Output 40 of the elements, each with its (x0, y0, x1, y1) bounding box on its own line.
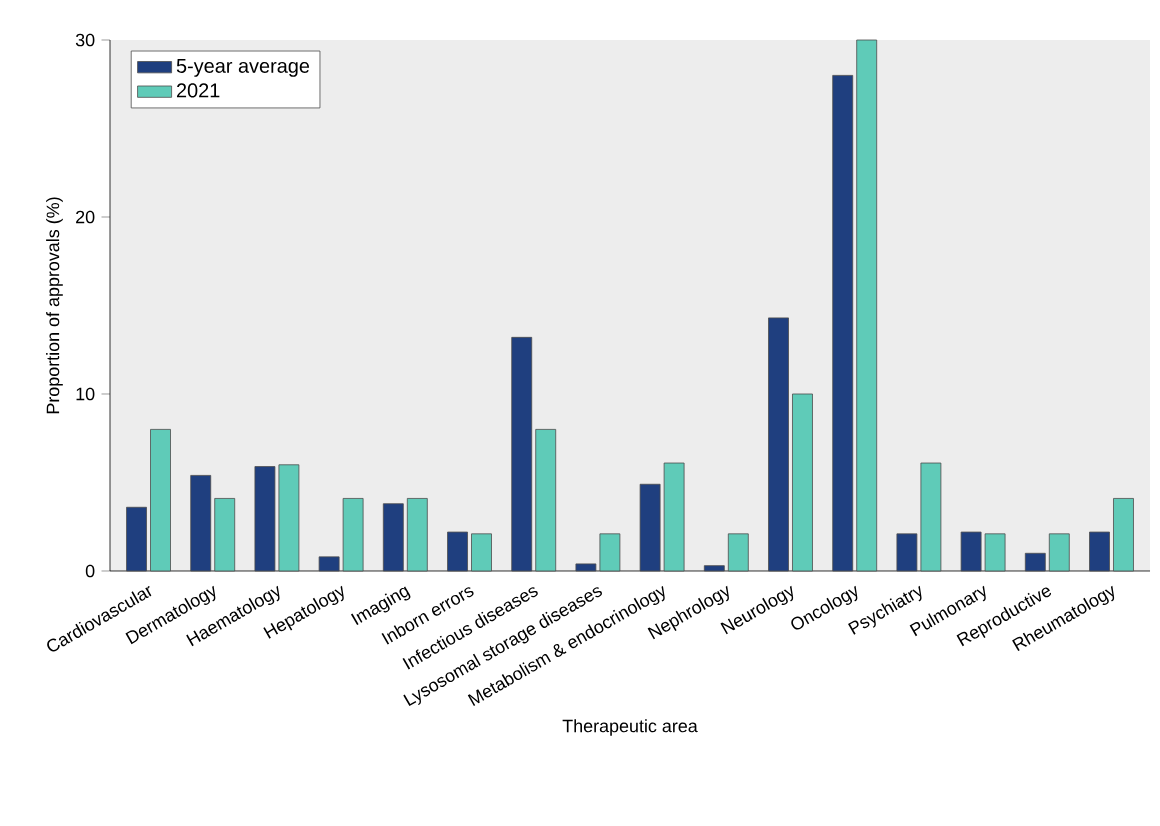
bar (511, 336, 533, 572)
bar (447, 531, 468, 572)
bar (768, 317, 789, 572)
bar (920, 462, 942, 572)
y-tick-label: 0 (85, 564, 95, 578)
bar (318, 556, 340, 572)
bar (856, 39, 878, 572)
bar (1024, 552, 1046, 572)
bar (214, 498, 236, 572)
bar (1113, 498, 1134, 572)
y-tick-label: 10 (76, 387, 95, 401)
bar (190, 475, 212, 572)
bar (984, 533, 1006, 572)
bar (575, 563, 597, 572)
bar (471, 533, 492, 572)
legend-label: 5-year average (176, 58, 310, 77)
x-axis-title: Therapeutic area (562, 719, 698, 736)
bar (406, 498, 428, 572)
bar (703, 565, 725, 572)
bar (1048, 533, 1070, 572)
y-tick-label: 20 (76, 210, 95, 224)
bar (960, 531, 982, 572)
bar (1089, 531, 1110, 572)
bar (254, 466, 276, 572)
bar (342, 498, 364, 572)
bar (832, 75, 854, 572)
bar (126, 506, 147, 572)
bar (150, 429, 171, 572)
bar (896, 533, 918, 572)
y-tick-label: 30 (75, 33, 95, 47)
bar (599, 533, 621, 572)
bar (727, 533, 749, 572)
bar (535, 429, 557, 572)
y-axis-title: Proportion of approvals (%) (46, 197, 63, 414)
bar (382, 503, 404, 572)
bar (663, 462, 685, 572)
bar (639, 483, 661, 572)
bar (278, 464, 300, 572)
legend-label: 2021 (176, 83, 220, 98)
bar (792, 393, 813, 572)
